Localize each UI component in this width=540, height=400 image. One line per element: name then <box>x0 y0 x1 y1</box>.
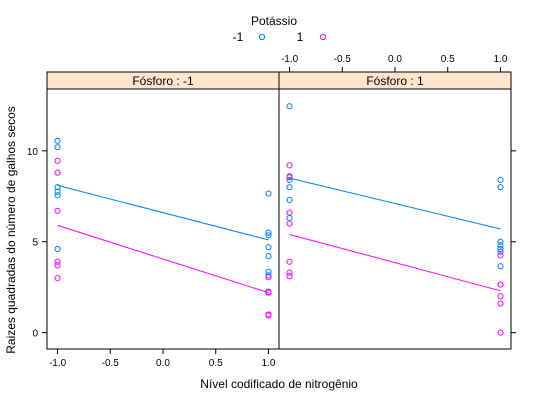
legend-entries: -1 1 <box>233 30 327 44</box>
data-point <box>286 176 293 184</box>
data-point <box>286 162 293 169</box>
data-point <box>54 188 61 195</box>
data-point <box>286 184 293 191</box>
data-point <box>54 157 61 164</box>
data-point <box>497 263 504 270</box>
legend-label: -1 <box>233 30 244 44</box>
legend-title: Potássio <box>251 14 297 28</box>
data-point <box>54 274 61 282</box>
data-point <box>497 281 504 288</box>
regression-line <box>289 233 501 292</box>
data-point <box>265 274 272 281</box>
y-tick-label: 10 <box>27 147 39 158</box>
data-point <box>497 293 504 300</box>
regression-line <box>289 177 501 230</box>
data-point <box>54 258 61 265</box>
data-point <box>497 238 504 245</box>
data-point <box>265 244 272 251</box>
data-point <box>286 258 293 265</box>
data-point <box>286 214 293 222</box>
data-point <box>54 184 61 191</box>
y-tick-label: 5 <box>32 238 38 249</box>
data-point <box>497 300 504 307</box>
data-point <box>286 269 293 276</box>
data-point <box>54 137 61 144</box>
data-point <box>54 144 61 151</box>
x-tick-label: 0.5 <box>441 54 455 65</box>
strip-label: Fósforo : 1 <box>366 74 424 88</box>
x-tick-label: 1.0 <box>262 358 276 369</box>
data-point <box>54 245 61 253</box>
legend-marker <box>319 33 327 41</box>
data-point <box>497 245 504 253</box>
x-tick-label: -0.5 <box>102 358 120 369</box>
data-point <box>286 196 293 204</box>
data-point <box>265 253 272 260</box>
x-tick-label: 0.0 <box>156 358 170 369</box>
x-axis: -1.0 -0.5 0.0 0.5 1.0 -1.0 -0.5 0.0 0.5 1.0 <box>49 54 508 369</box>
data-point <box>265 229 272 236</box>
data-point <box>497 329 504 336</box>
x-tick-label: -1.0 <box>281 54 299 65</box>
regression-line <box>57 224 269 294</box>
data-point <box>265 190 272 197</box>
data-point <box>497 248 504 255</box>
data-point <box>497 242 504 249</box>
panel: Fósforo : -1 <box>46 71 280 350</box>
data-point <box>54 262 61 269</box>
data-point <box>265 289 272 296</box>
x-axis-title: Nível codificado de nitrogênio <box>200 377 358 391</box>
data-point <box>497 184 504 191</box>
data-point <box>54 169 61 176</box>
panels: Fósforo : -1 Fósforo : 1 <box>46 71 512 350</box>
data-point <box>286 220 293 227</box>
panel-border <box>278 88 512 350</box>
regression-line <box>57 184 269 241</box>
x-tick-label: 0.5 <box>209 358 223 369</box>
panel: Fósforo : 1 <box>278 71 512 350</box>
legend-label: 1 <box>297 30 304 44</box>
data-point <box>497 252 504 259</box>
y-tick-label: 0 <box>32 329 38 340</box>
legend-marker <box>258 33 266 41</box>
data-point <box>54 207 61 214</box>
x-tick-label: 0.0 <box>388 54 402 65</box>
data-point <box>265 272 272 279</box>
data-point <box>286 103 293 110</box>
x-tick-label: 1.0 <box>494 54 508 65</box>
data-point <box>497 176 504 184</box>
data-point <box>286 209 293 216</box>
y-axis-title: Raizes quadradas do número de galhos sec… <box>4 106 18 354</box>
x-tick-label: -0.5 <box>334 54 352 65</box>
data-point <box>286 273 293 280</box>
data-point <box>265 312 272 319</box>
panel-border <box>46 88 280 350</box>
legend: Potássio -1 1 <box>233 14 327 44</box>
data-point <box>286 174 293 181</box>
data-point <box>265 232 272 239</box>
y-axis: 0 5 10 <box>27 147 516 340</box>
strip-label: Fósforo : -1 <box>132 74 194 88</box>
x-tick-label: -1.0 <box>49 358 67 369</box>
data-point <box>54 192 61 199</box>
